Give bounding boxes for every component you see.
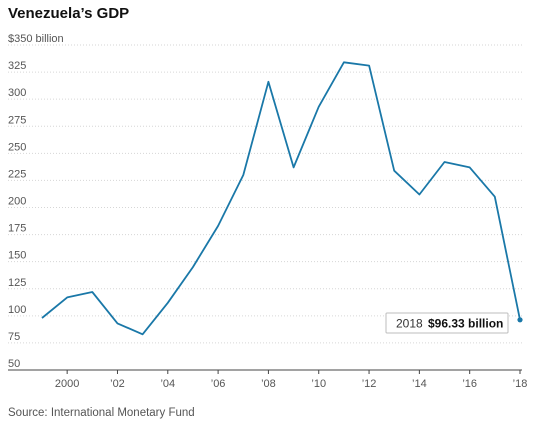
x-tick-label: ’06 (211, 378, 226, 390)
x-tick-label: ’02 (110, 378, 125, 390)
chart-title: Venezuela’s GDP (8, 5, 129, 22)
x-tick-label: ’04 (160, 378, 175, 390)
source-note: Source: International Monetary Fund (8, 407, 195, 419)
y-tick-label: 225 (8, 168, 26, 180)
y-tick-label: 250 (8, 141, 26, 153)
annotation-year: 2018 (396, 317, 423, 331)
y-tick-label: 200 (8, 196, 26, 208)
y-tick-label: 325 (8, 60, 26, 72)
value-annotation: 2018 $96.33 billion (385, 312, 509, 334)
x-tick-label: 2000 (55, 378, 79, 390)
x-tick-label: ’14 (412, 378, 427, 390)
annotation-value: $96.33 billion (428, 317, 503, 331)
y-tick-label: 100 (8, 304, 26, 316)
annotation-box (385, 312, 509, 334)
y-tick-label: 50 (8, 358, 20, 370)
grid-layer (8, 44, 522, 371)
series-line (41, 61, 521, 336)
y-tick-label: 300 (8, 87, 26, 99)
y-tick-label: 125 (8, 277, 26, 289)
x-tick-label: ’10 (311, 378, 326, 390)
x-tick-labels: 2000 ’02 ’04 ’06 ’08 ’10 ’12 ’14 ’16 ’18 (55, 370, 527, 390)
x-tick-label: ’08 (261, 378, 276, 390)
y-tick-labels: 325 300 275 250 225 200 175 150 125 100 75 50 (8, 60, 26, 370)
series-layer (41, 61, 523, 336)
y-tick-label: 150 (8, 250, 26, 262)
x-tick-label: ’18 (513, 378, 528, 390)
x-tick-label: ’12 (362, 378, 377, 390)
y-axis-label: $350 billion (8, 33, 64, 45)
y-tick-label: 275 (8, 114, 26, 126)
y-tick-label: 75 (8, 331, 20, 343)
data-point (517, 317, 523, 323)
y-tick-label: 175 (8, 223, 26, 235)
x-tick-label: ’16 (462, 378, 477, 390)
